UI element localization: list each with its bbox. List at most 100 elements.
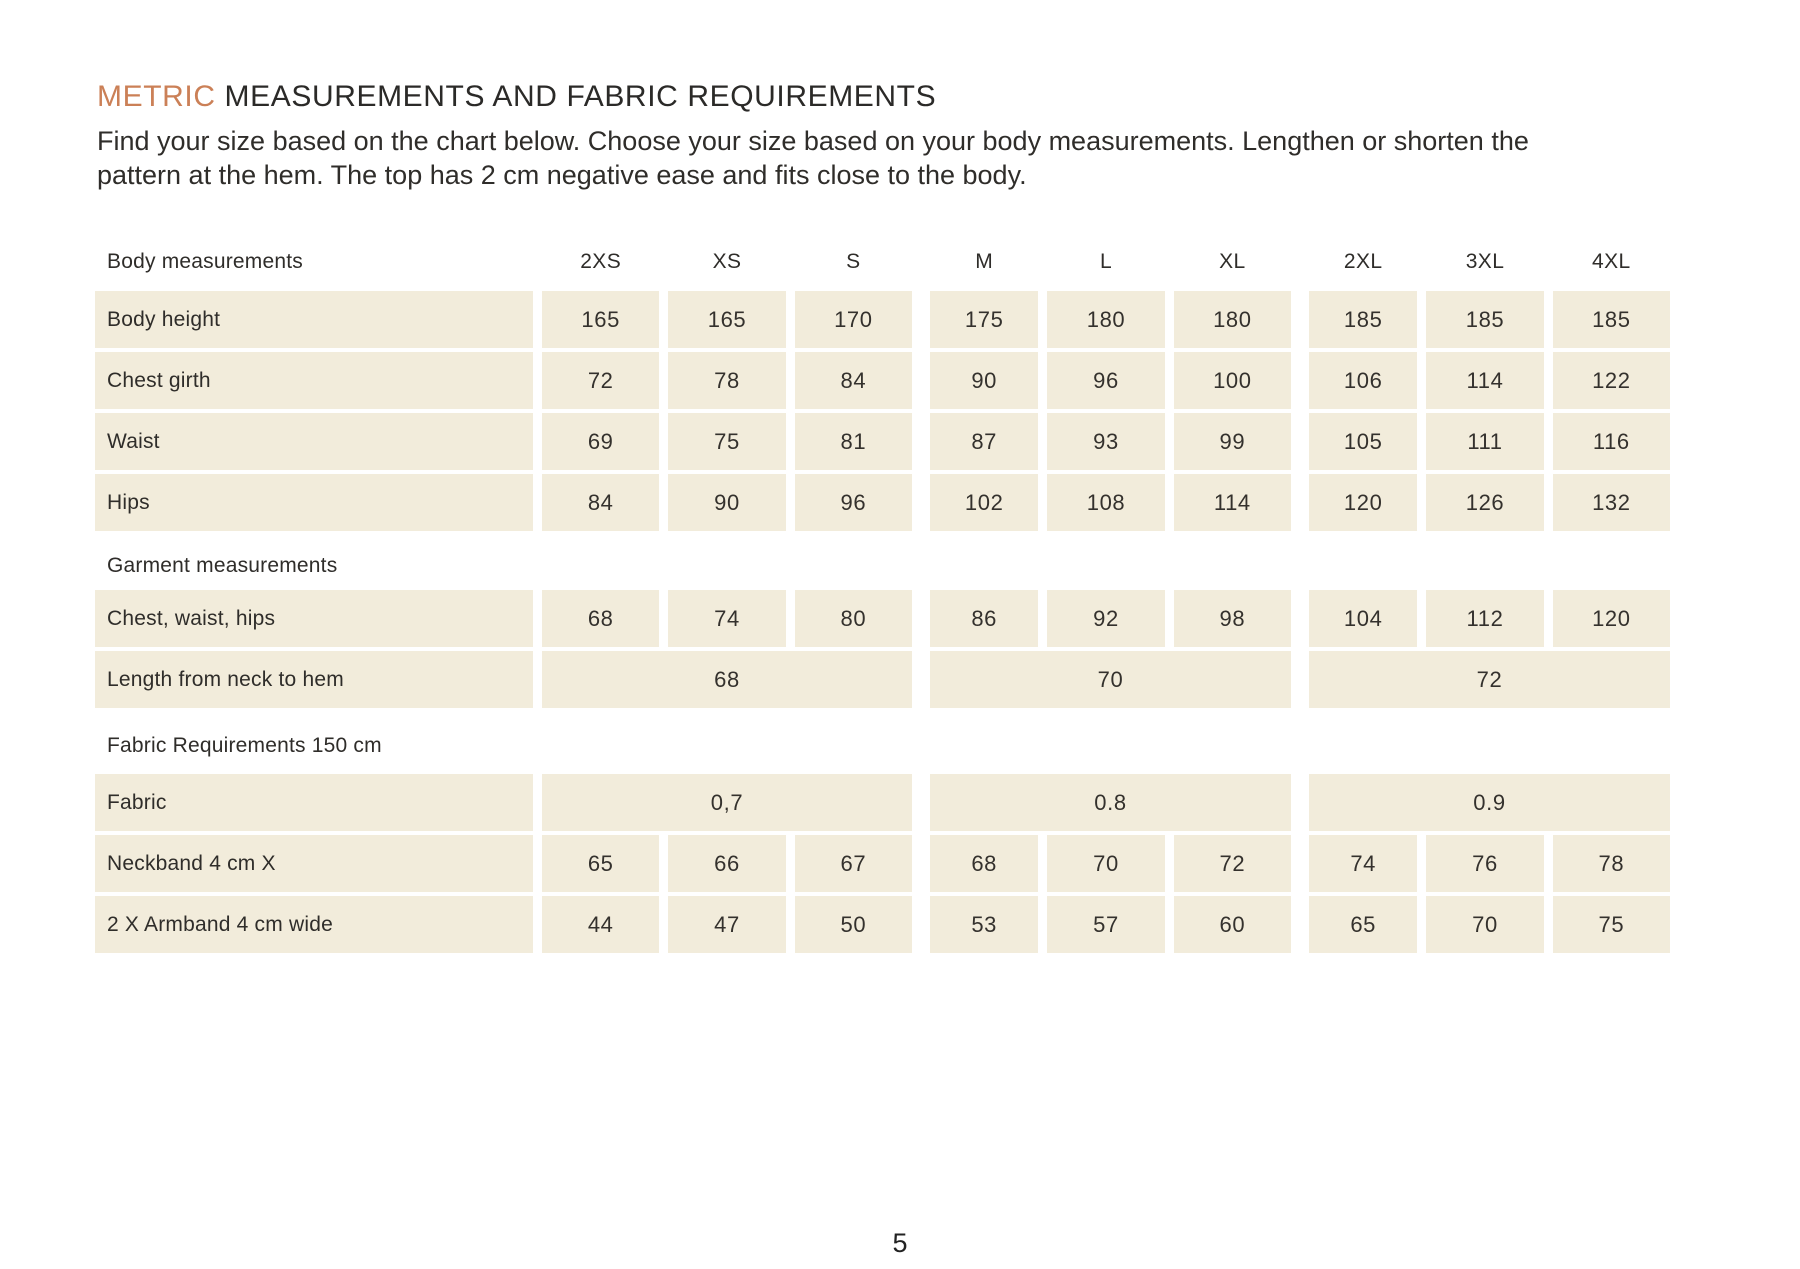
measurement-cell: 185 (1552, 291, 1670, 348)
measurement-cell: 105 (1300, 413, 1418, 470)
measurement-cell: 93 (1047, 413, 1165, 470)
measurement-cell: 96 (1047, 352, 1165, 409)
page-title: METRIC MEASUREMENTS AND FABRIC REQUIREME… (97, 80, 1670, 114)
measurement-cell: 185 (1426, 291, 1544, 348)
measurement-cell: 84 (794, 352, 912, 409)
table-row-hips: Hips 84 90 96 102 108 114 120 126 132 (95, 474, 1670, 531)
size-column-header: 4XL (1592, 250, 1631, 273)
measurement-cell: 111 (1426, 413, 1544, 470)
measurement-cell: 84 (542, 474, 660, 531)
measurement-cell: 72 (1173, 835, 1291, 892)
size-column-header: 2XL (1343, 250, 1383, 273)
measurement-cell: 96 (794, 474, 912, 531)
table-row-armband: 2 X Armband 4 cm wide 44 47 50 53 57 60 … (95, 896, 1670, 953)
measurement-cell: 47 (668, 896, 786, 953)
measurement-cell: 44 (542, 896, 660, 953)
measurement-cell: 175 (921, 291, 1039, 348)
measurement-cell: 75 (668, 413, 786, 470)
measurement-cell-merged: 0,7 (542, 774, 912, 831)
size-column-header: S (846, 250, 861, 273)
table-row-neckband: Neckband 4 cm X 65 66 67 68 70 72 74 76 … (95, 835, 1670, 892)
measurement-cell: 65 (1300, 896, 1418, 953)
intro-text-line1: Find your size based on the chart below.… (97, 126, 1529, 156)
measurement-cell: 108 (1047, 474, 1165, 531)
table-row-body-height: Body height 165 165 170 175 180 180 185 … (95, 291, 1670, 348)
row-label: Waist (95, 413, 533, 470)
page-content: METRIC MEASUREMENTS AND FABRIC REQUIREME… (95, 80, 1670, 953)
row-label: 2 X Armband 4 cm wide (95, 896, 533, 953)
measurement-cell-merged: 0.8 (921, 774, 1291, 831)
measurement-cell: 75 (1552, 896, 1670, 953)
measurement-cell: 74 (1300, 835, 1418, 892)
measurement-cell: 165 (668, 291, 786, 348)
row-label: Fabric (95, 774, 533, 831)
measurement-cell: 114 (1173, 474, 1291, 531)
measurement-cell: 114 (1426, 352, 1544, 409)
measurement-cell: 78 (1552, 835, 1670, 892)
row-label: Hips (95, 474, 533, 531)
measurement-cell: 112 (1426, 590, 1544, 647)
measurement-cell: 122 (1552, 352, 1670, 409)
measurement-cell: 70 (1426, 896, 1544, 953)
size-column-header: M (975, 250, 994, 273)
measurement-cell: 120 (1552, 590, 1670, 647)
measurement-cell: 180 (1047, 291, 1165, 348)
measurement-cell: 102 (921, 474, 1039, 531)
intro-text: Find your size based on the chart below.… (97, 124, 1670, 192)
measurement-cell: 66 (668, 835, 786, 892)
measurement-cell: 106 (1300, 352, 1418, 409)
column-header-label: Body measurements (107, 250, 303, 273)
row-label: Neckband 4 cm X (95, 835, 533, 892)
page-title-accent: METRIC (97, 80, 216, 113)
measurement-cell: 76 (1426, 835, 1544, 892)
table-row-chest-waist-hips: Chest, waist, hips 68 74 80 86 92 98 104… (95, 590, 1670, 647)
section-header-fabric: Fabric Requirements 150 cm (107, 734, 382, 757)
measurement-cell: 68 (542, 590, 660, 647)
measurement-cell: 185 (1300, 291, 1418, 348)
table-row-chest-girth: Chest girth 72 78 84 90 96 100 106 114 1… (95, 352, 1670, 409)
size-column-header: XL (1219, 250, 1246, 273)
measurement-cell: 74 (668, 590, 786, 647)
measurement-cell: 92 (1047, 590, 1165, 647)
measurement-cell: 50 (794, 896, 912, 953)
measurement-cell: 132 (1552, 474, 1670, 531)
measurement-cell: 180 (1173, 291, 1291, 348)
table-row-fabric: Fabric 0,7 0.8 0.9 (95, 774, 1670, 831)
table-header-row: Body measurements 2XS XS S M L XL 2XL 3X… (95, 246, 1670, 278)
measurement-cell: 90 (921, 352, 1039, 409)
row-label: Chest, waist, hips (95, 590, 533, 647)
measurement-cell: 165 (542, 291, 660, 348)
measurement-cell-merged: 72 (1300, 651, 1670, 708)
row-label: Body height (95, 291, 533, 348)
measurement-cell: 69 (542, 413, 660, 470)
measurement-cell-merged: 0.9 (1300, 774, 1670, 831)
row-label: Length from neck to hem (95, 651, 533, 708)
intro-text-line2: pattern at the hem. The top has 2 cm neg… (97, 160, 1027, 190)
page-number: 5 (892, 1228, 908, 1258)
measurement-cell: 87 (921, 413, 1039, 470)
measurement-cell: 90 (668, 474, 786, 531)
row-label: Chest girth (95, 352, 533, 409)
measurement-cell-merged: 68 (542, 651, 912, 708)
size-chart-table: Body measurements 2XS XS S M L XL 2XL 3X… (95, 246, 1670, 953)
size-column-header: L (1099, 250, 1113, 273)
measurement-cell: 53 (921, 896, 1039, 953)
measurement-cell: 72 (542, 352, 660, 409)
page-title-main: MEASUREMENTS AND FABRIC REQUIREMENTS (215, 80, 937, 113)
measurement-cell: 104 (1300, 590, 1418, 647)
measurement-cell: 57 (1047, 896, 1165, 953)
measurement-cell: 78 (668, 352, 786, 409)
size-column-header: XS (712, 250, 742, 273)
section-header-garment: Garment measurements (107, 554, 338, 577)
measurement-cell: 80 (794, 590, 912, 647)
measurement-cell: 70 (1047, 835, 1165, 892)
measurement-cell: 100 (1173, 352, 1291, 409)
measurement-cell: 99 (1173, 413, 1291, 470)
measurement-cell: 116 (1552, 413, 1670, 470)
size-column-header: 2XS (580, 250, 622, 273)
measurement-cell: 126 (1426, 474, 1544, 531)
measurement-cell: 67 (794, 835, 912, 892)
measurement-cell: 60 (1173, 896, 1291, 953)
measurement-cell: 68 (921, 835, 1039, 892)
